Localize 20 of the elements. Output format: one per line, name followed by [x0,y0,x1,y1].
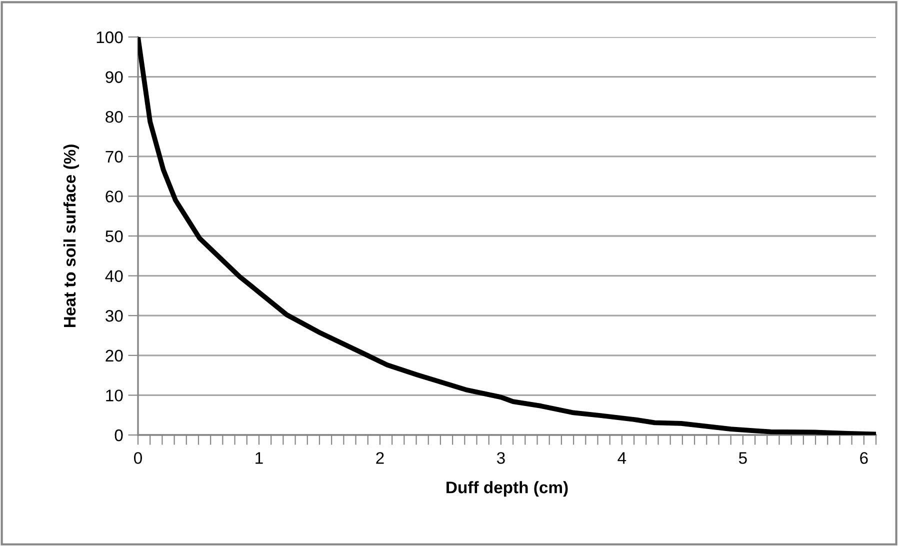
y-tick-label: 90 [106,71,123,84]
y-tick-label: 40 [105,270,123,282]
y-tick-label: 10 [106,390,123,402]
x-tick-label: 4 [618,452,626,464]
x-axis-title: Duff depth (cm) [446,481,568,497]
x-tick-label: 0 [134,452,142,464]
y-tick-label: 100 [96,31,123,44]
y-tick-label: 80 [106,111,123,123]
y-tick-label: 0 [114,429,123,442]
x-tick-label: 3 [496,452,505,464]
x-tick-label: 6 [860,452,868,464]
y-axis-title: Heat to soil surface (%) [63,144,79,328]
x-tick-label: 2 [376,452,384,464]
y-tick-label: 70 [106,150,123,163]
y-tick-label: 60 [106,190,123,202]
y-tick-label: 20 [106,350,123,362]
x-tick-label: 5 [738,452,747,464]
x-tick-label: 1 [256,452,263,464]
y-tick-label: 30 [106,310,123,322]
y-tick-label: 50 [106,230,123,242]
